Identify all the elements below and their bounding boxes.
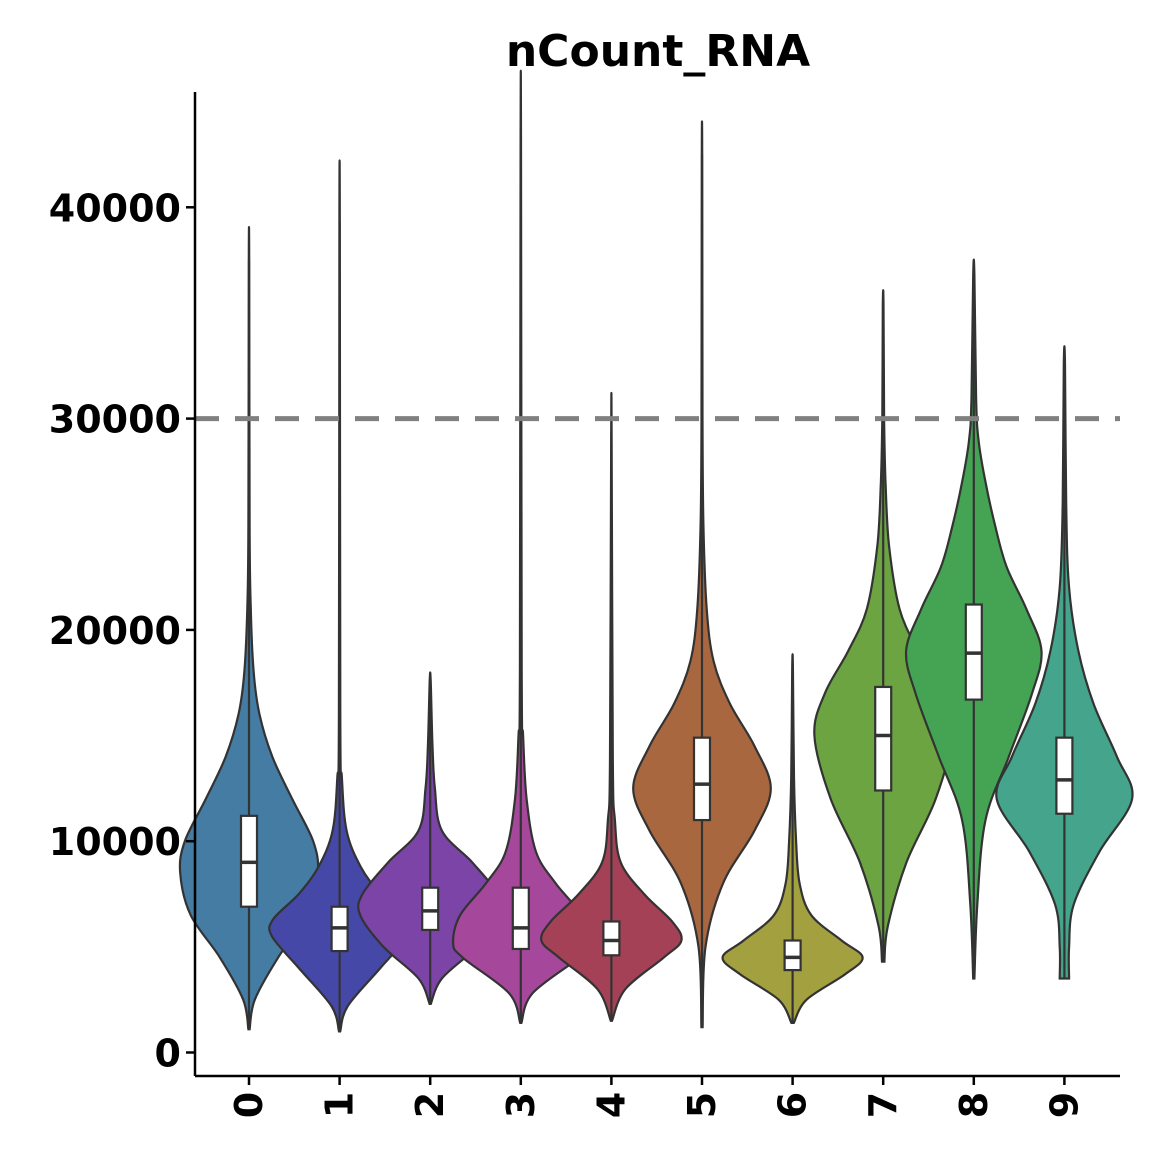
y-tick-label-10000: 10000 xyxy=(49,820,181,864)
x-tick-label-4: 4 xyxy=(589,1092,633,1118)
x-tick-label-5: 5 xyxy=(680,1092,724,1118)
x-tick-label-1: 1 xyxy=(318,1092,362,1118)
x-tick-label-9: 9 xyxy=(1042,1092,1086,1118)
x-axis: 0 1 2 3 4 5 6 7 8 9 xyxy=(195,1074,1120,1118)
box-6 xyxy=(783,939,802,972)
box-7 xyxy=(874,685,893,792)
box-9 xyxy=(1055,736,1074,815)
plot-area xyxy=(178,69,1134,1033)
y-tick-label-20000: 20000 xyxy=(49,609,181,653)
box-3 xyxy=(511,886,530,951)
y-tick-label-40000: 40000 xyxy=(49,186,181,230)
box-5 xyxy=(692,736,712,822)
y-tick-label-0: 0 xyxy=(155,1032,181,1076)
x-tick-label-2: 2 xyxy=(408,1092,452,1118)
violin-group-5 xyxy=(632,120,772,1029)
x-tick-label-8: 8 xyxy=(952,1092,996,1118)
violin-group-9 xyxy=(995,345,1134,980)
violin-group-4 xyxy=(540,392,683,1022)
x-tick-label-7: 7 xyxy=(861,1092,905,1118)
x-tick-label-6: 6 xyxy=(771,1092,815,1118)
x-tick-label-3: 3 xyxy=(499,1092,543,1118)
chart-title: nCount_RNA xyxy=(506,26,810,77)
y-tick-label-30000: 30000 xyxy=(49,398,181,442)
violin-group-1 xyxy=(268,159,412,1033)
violin-group-0 xyxy=(178,225,320,1031)
violin-group-8 xyxy=(904,258,1043,980)
x-tick-label-0: 0 xyxy=(227,1092,271,1118)
y-axis: 0 10000 20000 30000 40000 xyxy=(49,92,197,1076)
box-2 xyxy=(421,886,440,932)
violin-group-6 xyxy=(721,653,864,1024)
box-4 xyxy=(602,920,621,957)
